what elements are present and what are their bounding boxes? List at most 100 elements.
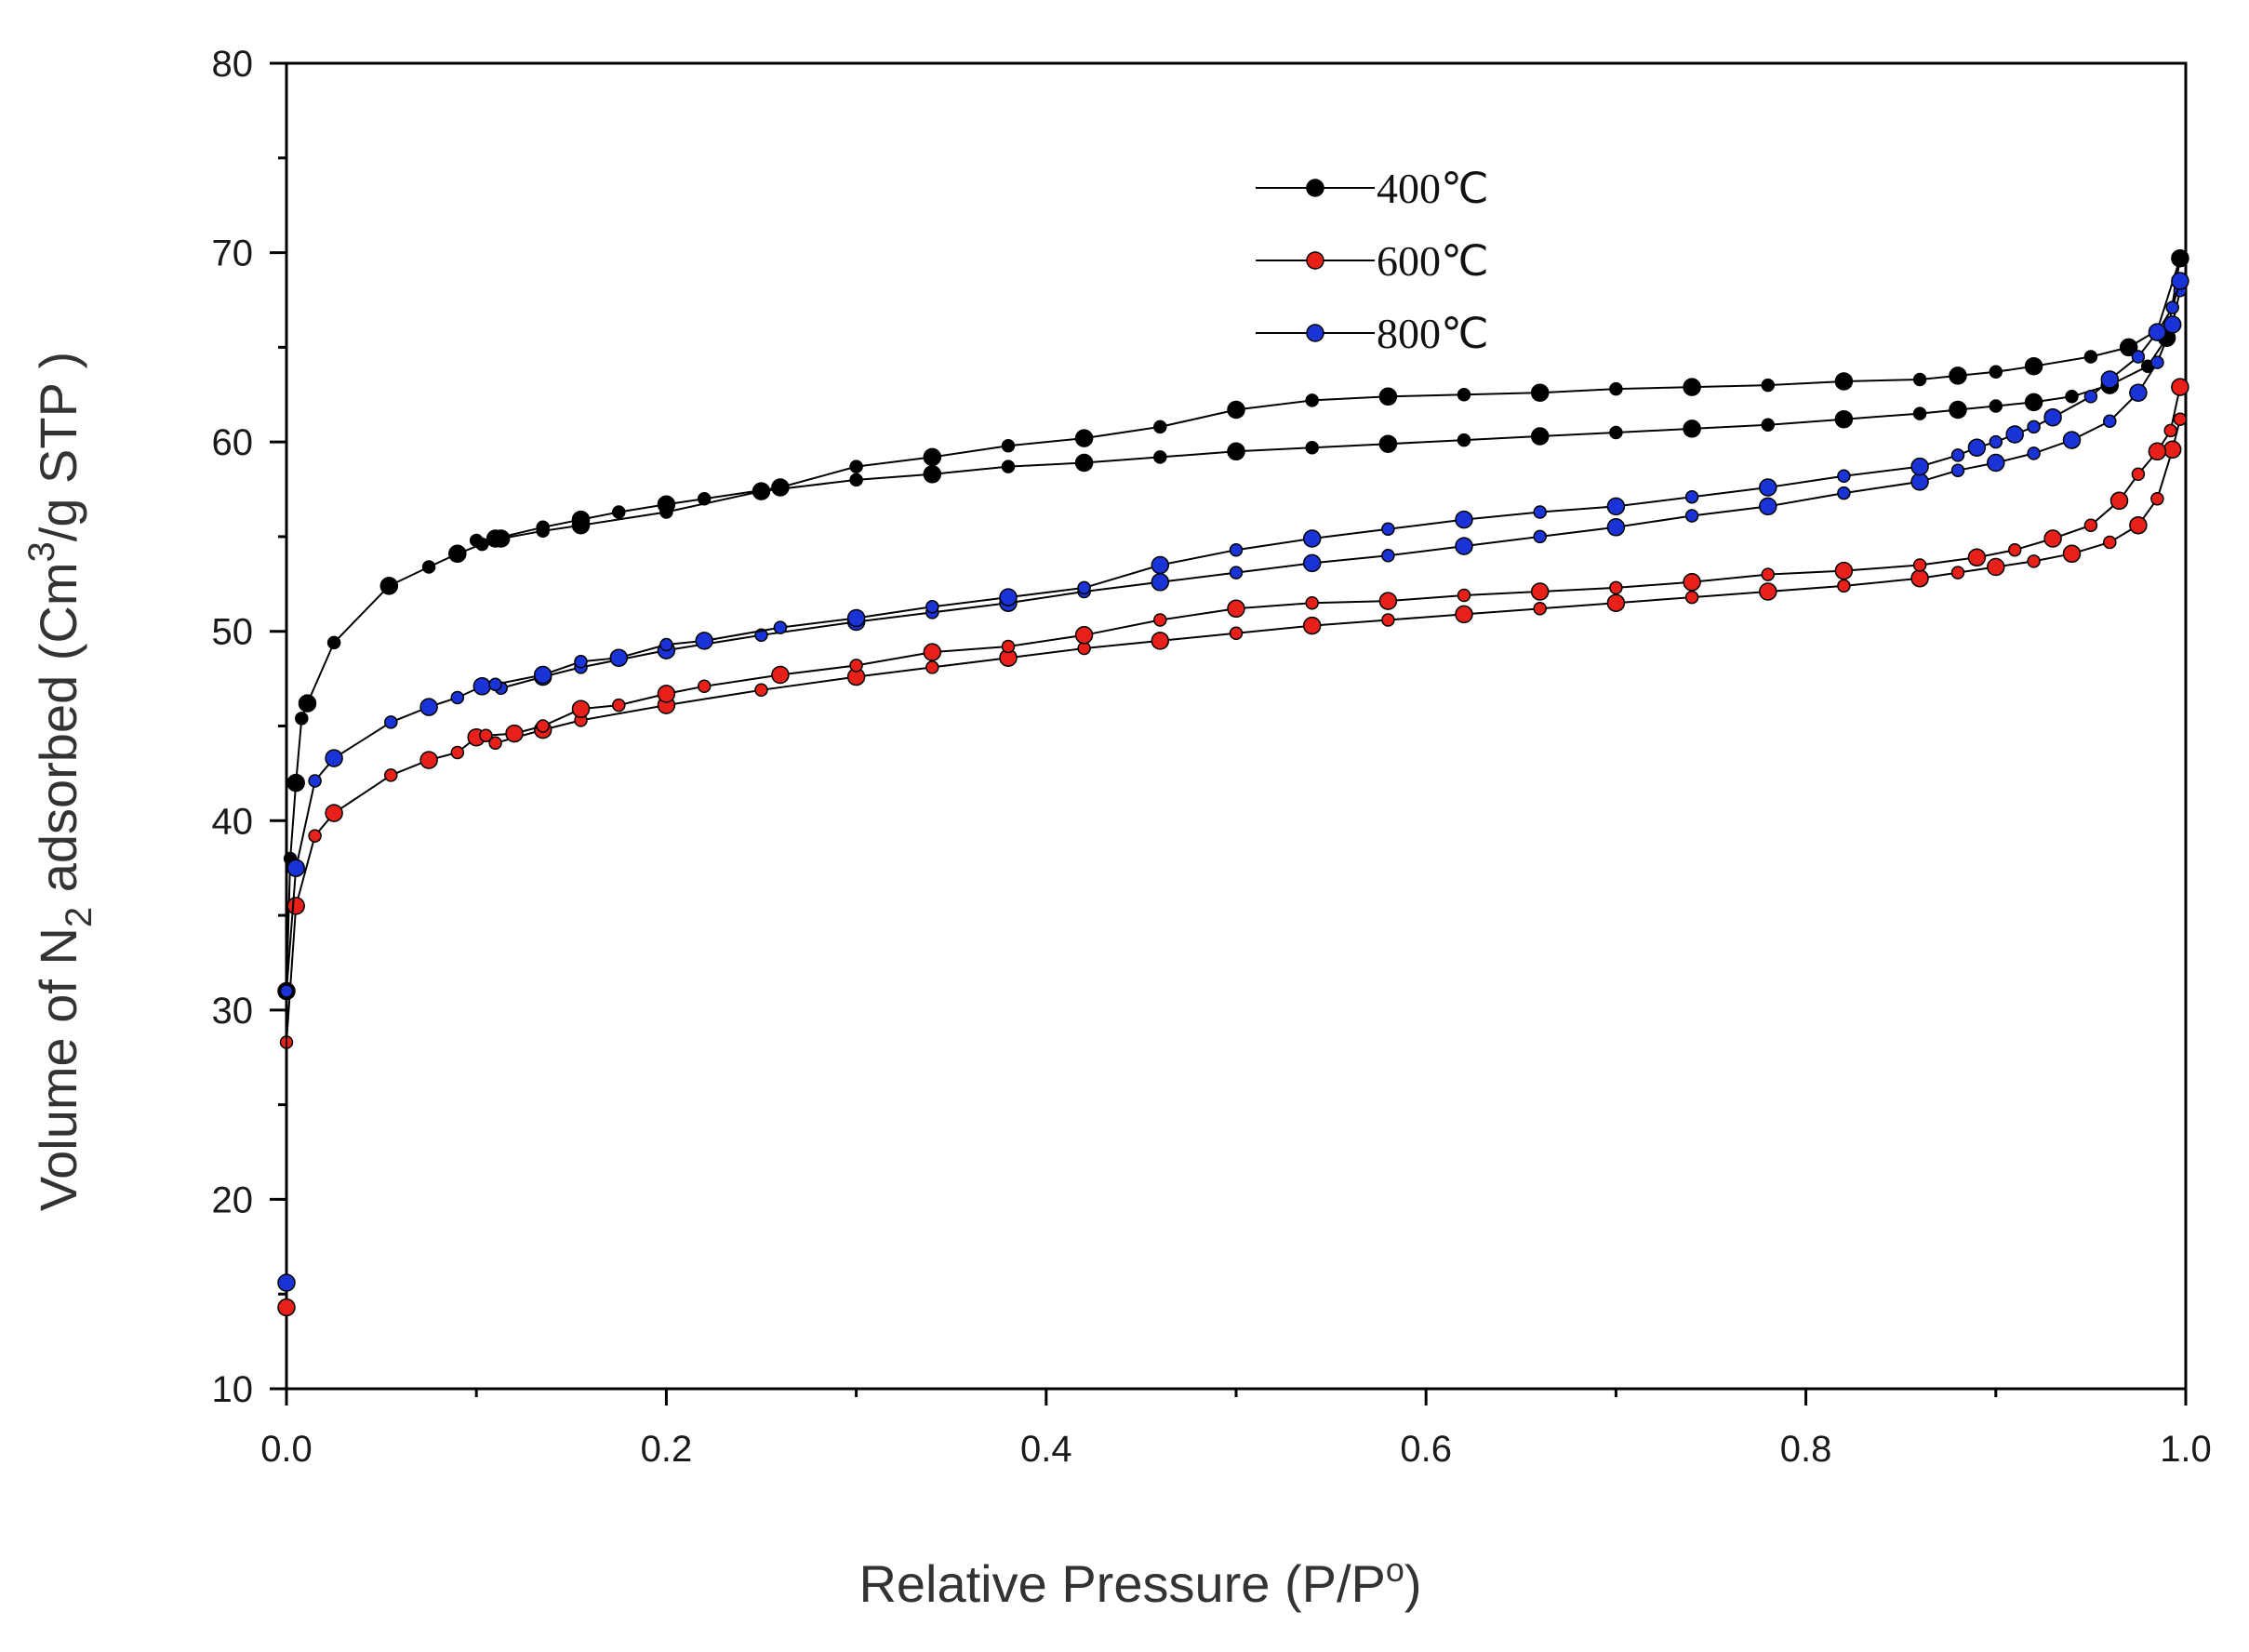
data-point <box>1837 579 1851 593</box>
data-point <box>1229 566 1244 580</box>
data-point <box>1001 639 1016 654</box>
legend-label: 400℃ <box>1377 165 1489 212</box>
y-tick-label: 20 <box>212 1179 254 1220</box>
data-point <box>1455 537 1473 555</box>
data-point <box>2083 350 2098 364</box>
data-point <box>277 1298 296 1317</box>
data-point <box>2171 248 2189 268</box>
x-tick-label: 0.0 <box>260 1429 313 1470</box>
data-point <box>2024 356 2043 376</box>
data-point <box>469 533 484 548</box>
data-point <box>295 712 309 726</box>
data-point <box>2173 412 2188 426</box>
data-point <box>1912 558 1927 572</box>
data-point <box>1229 626 1244 641</box>
data-point <box>1378 434 1398 453</box>
data-point <box>1683 378 1701 396</box>
data-point <box>2103 535 2117 550</box>
data-point <box>1683 573 1701 592</box>
data-point <box>612 698 626 713</box>
data-point <box>384 768 398 782</box>
x-tick-label: 0.6 <box>1400 1429 1452 1470</box>
data-point <box>1684 590 1699 605</box>
data-point <box>754 683 768 698</box>
data-point <box>1834 409 1854 429</box>
data-point <box>536 520 550 535</box>
data-point <box>1759 582 1777 601</box>
legend-marker <box>1306 251 1324 270</box>
data-point <box>1912 372 1927 387</box>
data-point <box>1074 429 1094 447</box>
series-layer <box>277 248 2189 1317</box>
data-point <box>2162 440 2182 460</box>
data-point <box>923 447 942 467</box>
data-point <box>923 643 942 661</box>
y-tick-label: 50 <box>212 612 254 653</box>
data-point <box>1759 497 1777 516</box>
data-point <box>384 715 398 729</box>
x-tick-label: 0.8 <box>1780 1429 1832 1470</box>
data-point <box>1606 518 1626 537</box>
data-point <box>1457 588 1471 603</box>
data-point <box>2150 491 2164 506</box>
data-point <box>1455 510 1473 529</box>
y-tick-label: 80 <box>212 44 254 85</box>
data-point <box>1378 592 1398 610</box>
data-point <box>1530 582 1550 601</box>
legend-marker <box>1306 179 1324 197</box>
data-point <box>2027 420 2041 434</box>
data-point <box>1001 438 1016 453</box>
y-tick-label: 60 <box>212 422 254 463</box>
series-line-adsorption <box>286 290 2181 1283</box>
data-point <box>421 560 436 574</box>
axes: 10 20 30 40 50 60 70 80 0.0 0.2 0.4 0.6 0.8 1.0 <box>212 44 2212 1470</box>
data-point <box>2005 425 2024 444</box>
data-point <box>1153 613 1167 627</box>
data-point <box>1761 378 1776 393</box>
data-point <box>1912 406 1927 420</box>
data-point <box>846 608 866 628</box>
data-point <box>326 635 341 650</box>
data-point <box>999 588 1018 606</box>
data-point <box>286 897 305 915</box>
data-point <box>2065 390 2079 404</box>
series-1 <box>277 248 2189 1001</box>
data-point <box>486 529 505 548</box>
x-tick-label: 0.4 <box>1020 1429 1072 1470</box>
data-point <box>1989 399 2003 413</box>
data-point <box>1077 580 1091 595</box>
data-point <box>1684 489 1699 504</box>
x-axis-title: Relative Pressure (P/Po) <box>858 1551 1421 1613</box>
data-point <box>277 1273 296 1292</box>
series-2 <box>277 378 2189 1317</box>
y-tick-label: 10 <box>212 1369 254 1410</box>
data-point <box>657 685 676 703</box>
data-point <box>1530 383 1550 402</box>
data-point <box>2027 554 2041 568</box>
data-point <box>2150 355 2164 369</box>
data-point <box>1837 486 1851 500</box>
data-point <box>2129 515 2148 535</box>
data-point <box>419 751 438 769</box>
data-point <box>1151 573 1170 592</box>
data-point <box>1987 453 2005 473</box>
data-point <box>2007 542 2022 557</box>
data-point <box>2131 467 2146 482</box>
data-point <box>472 677 492 696</box>
data-point <box>771 665 790 685</box>
data-point <box>659 637 673 652</box>
data-point <box>2083 390 2098 404</box>
data-point <box>2119 338 2138 357</box>
data-point <box>2131 350 2146 364</box>
data-point <box>1609 425 1623 440</box>
data-point <box>849 659 863 673</box>
data-point <box>533 665 552 685</box>
legend-marker <box>1306 324 1324 342</box>
data-point <box>308 829 322 843</box>
data-point <box>1381 549 1395 563</box>
data-point <box>1227 599 1245 619</box>
data-point <box>279 984 294 998</box>
data-point <box>2148 323 2167 341</box>
data-point <box>2100 370 2120 389</box>
data-point <box>488 736 502 751</box>
